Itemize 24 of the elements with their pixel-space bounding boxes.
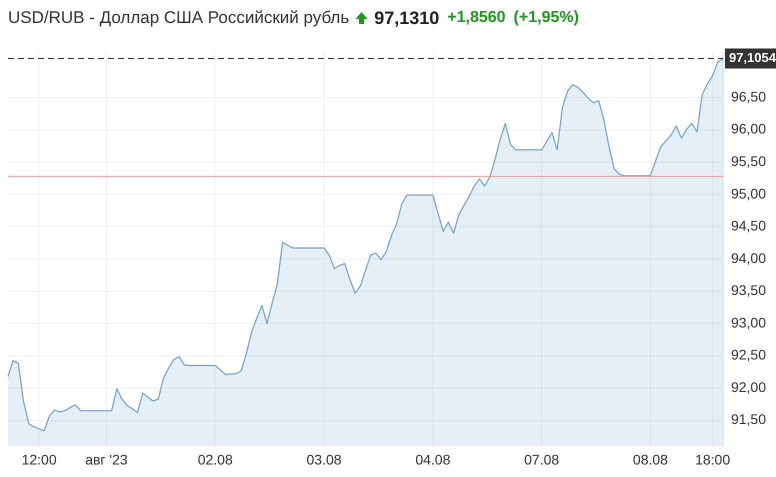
y-tick-label: 95,50 bbox=[730, 153, 766, 170]
ref-line-label: 97,1054 bbox=[728, 50, 776, 66]
chart-title: USD/RUB - Доллар США Российский рубль bbox=[8, 8, 350, 28]
y-tick-label: 96,50 bbox=[730, 88, 766, 104]
y-tick-label: 91,50 bbox=[730, 411, 766, 428]
text: +1,8560 bbox=[447, 9, 506, 27]
y-tick-label: 96,00 bbox=[730, 120, 766, 137]
y-tick-label: 92,00 bbox=[730, 378, 766, 395]
x-tick-label: 12:00 bbox=[22, 451, 57, 468]
text: (+1,95%) bbox=[514, 9, 579, 27]
x-tick-label: 04.08 bbox=[415, 451, 451, 468]
x-tick-label: 07.08 bbox=[524, 451, 560, 468]
x-tick-label: авг '23 bbox=[85, 451, 128, 468]
x-tick-label: 18:00 bbox=[695, 451, 730, 468]
y-tick-label: 94,00 bbox=[730, 250, 766, 266]
y-tick-label: 93,50 bbox=[730, 282, 766, 298]
y-tick-label: 95,00 bbox=[730, 185, 766, 202]
x-tick-label: 02.08 bbox=[198, 451, 233, 468]
y-tick-label: 94,50 bbox=[730, 218, 766, 234]
text: 97,1310 bbox=[374, 8, 440, 28]
y-tick-label: 92,50 bbox=[730, 346, 766, 363]
x-tick-label: 03.08 bbox=[306, 451, 342, 468]
y-tick-label: 93,00 bbox=[730, 314, 766, 330]
x-tick-label: 08.08 bbox=[632, 451, 668, 468]
